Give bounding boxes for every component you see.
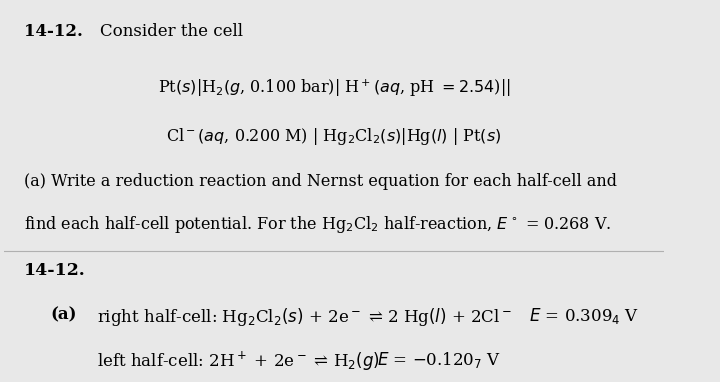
- Text: Pt$(s)$|H$_2$$(g$, 0.100 bar)| H$^+$$(aq$, pH $= 2.54$)||: Pt$(s)$|H$_2$$(g$, 0.100 bar)| H$^+$$(aq…: [158, 78, 510, 99]
- Text: find each half-cell potential. For the Hg$_2$Cl$_2$ half-reaction, $E^\circ$ = 0: find each half-cell potential. For the H…: [24, 214, 611, 235]
- Text: Cl$^-$$(aq$, 0.200 M) | Hg$_2$Cl$_2$$(s)$|Hg$(l)$ | Pt$(s)$: Cl$^-$$(aq$, 0.200 M) | Hg$_2$Cl$_2$$(s)…: [166, 126, 502, 147]
- Text: right half-cell: Hg$_2$Cl$_2$$(s)$ + 2e$^-$ ⇌ 2 Hg$(l)$ + 2Cl$^-$: right half-cell: Hg$_2$Cl$_2$$(s)$ + 2e$…: [96, 306, 511, 328]
- Text: (a): (a): [50, 306, 77, 323]
- Text: Consider the cell: Consider the cell: [100, 23, 243, 40]
- Text: $E$ = 0.309$_4$ V: $E$ = 0.309$_4$ V: [528, 306, 639, 326]
- Text: left half-cell: 2H$^+$ + 2e$^-$ ⇌ H$_2$$(g)$: left half-cell: 2H$^+$ + 2e$^-$ ⇌ H$_2$$…: [96, 350, 379, 373]
- Text: $E$ = −0.120$_7$ V: $E$ = −0.120$_7$ V: [377, 350, 501, 370]
- Text: (a) Write a reduction reaction and Nernst equation for each half-cell and: (a) Write a reduction reaction and Nerns…: [24, 173, 617, 191]
- Text: 14-12.: 14-12.: [24, 262, 86, 279]
- Text: 14-12.: 14-12.: [24, 23, 83, 40]
